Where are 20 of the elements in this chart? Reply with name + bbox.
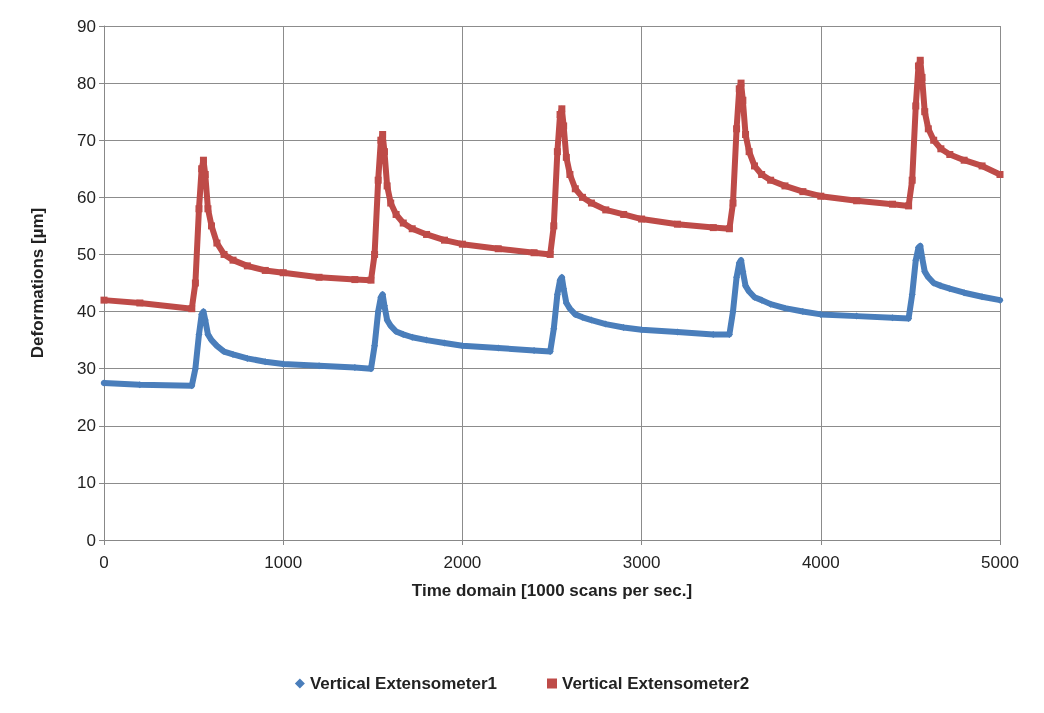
y-axis-title: Deformations [µm] — [28, 207, 47, 359]
y-tick-label: 80 — [77, 73, 96, 93]
x-axis-title: Time domain [1000 scans per sec.] — [411, 581, 693, 600]
y-tick-label: 90 — [77, 16, 96, 36]
y-tick-label: 60 — [77, 187, 96, 207]
y-tick-label: 50 — [77, 244, 96, 264]
x-tick-label: 4000 — [801, 553, 840, 572]
y-tick-label: 40 — [77, 302, 96, 322]
y-tick-label: 10 — [77, 473, 96, 493]
x-tick-label: 5000 — [981, 553, 1019, 572]
legend-label: Vertical Extensometer2 — [562, 674, 750, 693]
x-tick-label: 0 — [99, 553, 109, 572]
x-tick-label: 1000 — [264, 553, 303, 572]
x-tick-label: 3000 — [622, 553, 661, 572]
legend-label: Vertical Extensometer1 — [309, 674, 498, 693]
y-tick-label: 70 — [77, 130, 96, 150]
x-tick-label: 2000 — [443, 553, 482, 572]
y-tick-label: 20 — [77, 416, 96, 436]
y-tick-label: 0 — [86, 530, 96, 550]
y-tick-label: 30 — [77, 359, 96, 379]
